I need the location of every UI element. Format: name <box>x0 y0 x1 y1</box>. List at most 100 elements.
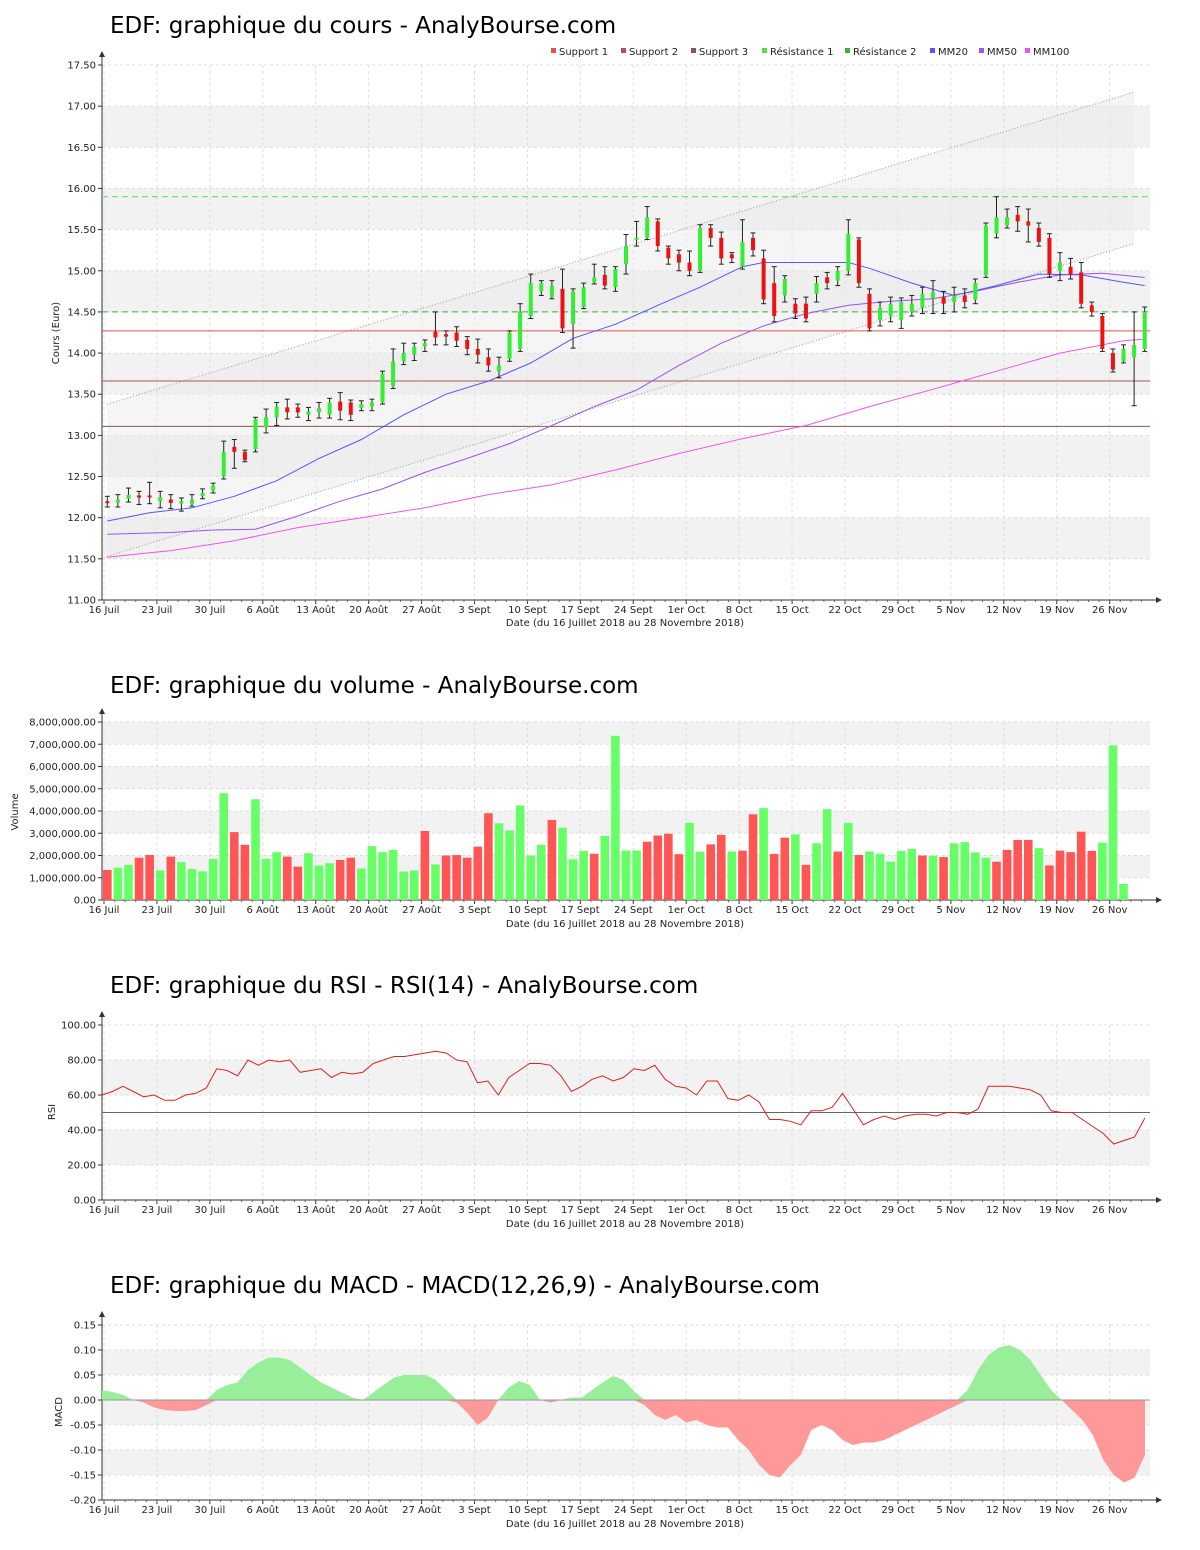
volume-x-tick-label: 20 Août <box>349 904 388 916</box>
candle-body <box>814 283 819 294</box>
legend-label: MM20 <box>938 47 968 58</box>
volume-bar <box>1023 839 1033 900</box>
volume-bar <box>420 831 430 900</box>
volume-bar <box>515 805 525 900</box>
volume-bar <box>357 868 366 900</box>
price-x-tick-label: 12 Nov <box>986 605 1022 616</box>
volume-y-tick-label: 3,000,000.00 <box>29 829 96 840</box>
price-x-tick-label: 3 Sept <box>458 605 490 616</box>
volume-bar <box>833 851 843 900</box>
candle-body <box>348 402 353 415</box>
price-band <box>102 517 1150 559</box>
rsi-x-tick-label: 15 Oct <box>775 1205 808 1216</box>
volume-bar <box>589 853 599 900</box>
candle-body <box>634 237 639 240</box>
price-x-tick-label: 8 Oct <box>726 605 753 616</box>
legend-swatch <box>621 48 626 53</box>
volume-bar <box>1034 848 1044 900</box>
macd-x-tick-label: 17 Sept <box>561 1505 600 1516</box>
rsi-y-tick-label: 0.00 <box>74 1196 96 1207</box>
volume-bar <box>505 830 514 900</box>
rsi-x-tick-label: 24 Sept <box>614 1205 653 1216</box>
volume-bar <box>177 862 186 900</box>
candle-body <box>306 411 311 415</box>
volume-x-tick-label: 30 Juil <box>194 905 225 916</box>
candle-body <box>751 237 756 251</box>
candle-body <box>1005 217 1010 226</box>
volume-bar <box>632 850 641 900</box>
candle-body <box>391 361 396 386</box>
volume-bar <box>272 852 281 900</box>
candle-body <box>888 303 893 317</box>
rsi-x-tick-label: 23 Juil <box>142 1205 173 1216</box>
price-y-tick-label: 12.50 <box>67 472 96 483</box>
candle-body <box>655 221 660 247</box>
volume-x-tick-label: 22 Oct <box>828 905 861 916</box>
volume-bar <box>335 859 345 900</box>
volume-bar <box>1119 883 1128 900</box>
candle-body <box>1110 353 1115 370</box>
volume-bar <box>1098 842 1107 900</box>
volume-x-tick-label: 12 Nov <box>986 905 1022 916</box>
rsi-x-tick-label: 20 Août <box>349 1204 388 1216</box>
volume-bar <box>346 857 356 900</box>
volume-bar <box>886 861 895 900</box>
volume-bar <box>960 842 970 900</box>
candle-body <box>338 401 343 411</box>
price-x-tick-label: 23 Juil <box>142 605 173 616</box>
volume-bar <box>1108 745 1118 900</box>
volume-y-tick-label: 5,000,000.00 <box>29 784 96 795</box>
candle-body <box>909 303 914 312</box>
volume-bar <box>822 809 832 900</box>
rsi-x-axis-label: Date (du 16 Juillet 2018 au 28 Novembre … <box>506 1219 744 1230</box>
volume-x-tick-label: 10 Sept <box>508 905 547 916</box>
volume-bar <box>1045 865 1054 900</box>
volume-bar <box>896 851 906 900</box>
candle-body <box>412 346 417 355</box>
rsi-x-tick-label: 6 Août <box>246 1204 279 1216</box>
candle-body <box>486 357 491 366</box>
macd-x-tick-label: 8 Oct <box>726 1505 753 1516</box>
macd-y-tick-label: 0.05 <box>74 1371 96 1382</box>
rsi-x-tick-label: 26 Nov <box>1092 1205 1128 1216</box>
macd-y-tick-label: 0.10 <box>74 1346 96 1357</box>
volume-bar <box>388 849 398 900</box>
volume-bar <box>738 850 747 900</box>
volume-bar <box>928 855 938 900</box>
volume-bar <box>621 850 631 900</box>
volume-bar <box>981 857 991 900</box>
candle-body <box>698 227 703 271</box>
volume-bar <box>314 865 324 900</box>
volume-bar <box>568 859 578 900</box>
rsi-y-axis-label: RSI <box>47 1104 58 1120</box>
candle-body <box>719 237 724 259</box>
candle-body <box>115 499 120 503</box>
volume-bar <box>674 854 684 900</box>
volume-bar <box>261 858 271 900</box>
candle-body <box>475 348 480 355</box>
volume-x-axis-label: Date (du 16 Juillet 2018 au 28 Novembre … <box>506 919 744 930</box>
volume-bar <box>653 835 663 900</box>
candle-body <box>1015 214 1020 222</box>
price-band <box>102 106 1150 148</box>
macd-x-tick-label: 20 Août <box>349 1504 388 1516</box>
volume-bar <box>230 832 239 900</box>
macd-negative-area <box>102 1400 1145 1483</box>
volume-y-tick-label: 8,000,000.00 <box>29 718 96 729</box>
macd-x-tick-label: 24 Sept <box>614 1505 653 1516</box>
price-y-tick-label: 16.00 <box>67 184 96 195</box>
volume-bar <box>251 799 260 900</box>
candle-body <box>264 417 269 428</box>
legend-swatch <box>551 48 556 53</box>
volume-x-tick-label: 5 Nov <box>936 905 965 916</box>
volume-bar <box>198 871 207 900</box>
candle-body <box>867 293 872 329</box>
rsi-x-tick-label: 1er Oct <box>668 1205 705 1216</box>
legend-swatch <box>930 48 935 53</box>
price-y-tick-label: 12.00 <box>67 513 96 524</box>
macd-x-tick-label: 22 Oct <box>828 1505 861 1516</box>
volume-bar <box>166 856 176 900</box>
volume-bar <box>441 855 451 900</box>
candle-body <box>1142 311 1147 349</box>
macd-positive-area <box>102 1345 1145 1400</box>
